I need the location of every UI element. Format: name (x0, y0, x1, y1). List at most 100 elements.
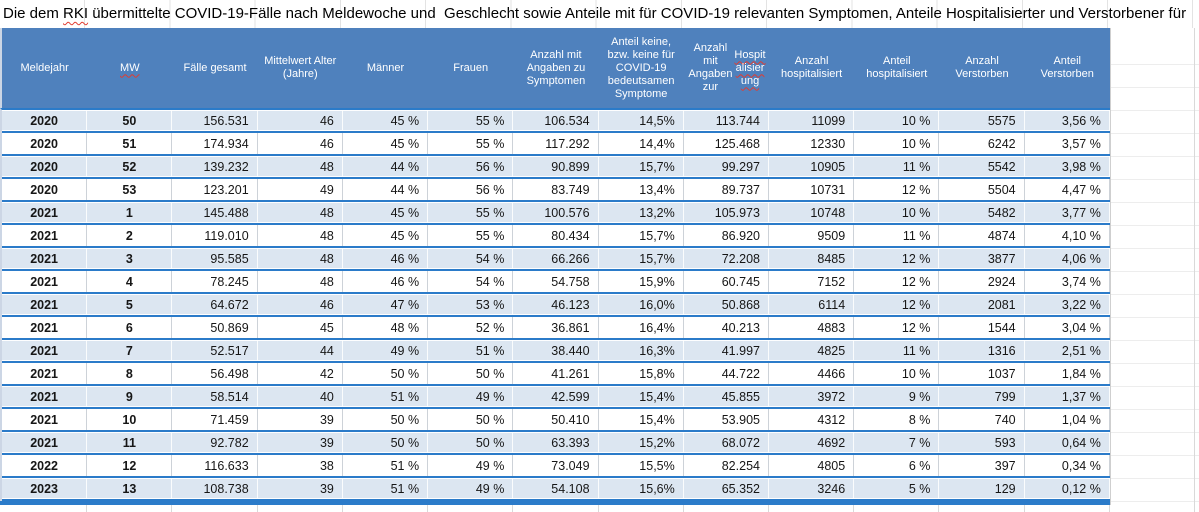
table-cell[interactable]: 2021 (2, 248, 88, 269)
table-cell[interactable]: 12 % (854, 317, 940, 338)
table-cell[interactable]: 42.599 (513, 386, 599, 407)
table-cell[interactable]: 53 (87, 179, 173, 200)
table-cell[interactable]: 36.861 (513, 317, 599, 338)
table-cell[interactable]: 9 (87, 386, 173, 407)
table-cell[interactable]: 1,04 % (1025, 409, 1110, 430)
table-cell[interactable]: 49 (258, 179, 343, 200)
table-cell[interactable]: 2 (87, 225, 173, 246)
table-cell[interactable]: 50 % (428, 363, 514, 384)
table-cell[interactable]: 8 % (854, 409, 940, 430)
table-cell[interactable]: 38.440 (513, 340, 599, 361)
table-cell[interactable]: 51 (87, 133, 173, 154)
table-cell[interactable]: 15,5% (599, 455, 684, 476)
table-cell[interactable]: 12 % (854, 179, 940, 200)
table-cell[interactable]: 53.905 (684, 409, 769, 430)
table-cell[interactable]: 2021 (2, 294, 88, 315)
column-header-2[interactable]: MW (120, 61, 140, 74)
table-cell[interactable]: 1544 (939, 317, 1025, 338)
table-cell[interactable]: 3246 (769, 478, 855, 499)
table-cell[interactable]: 13 (87, 478, 173, 499)
table-cell[interactable]: 4,06 % (1025, 248, 1110, 269)
table-cell[interactable]: 6 % (854, 455, 940, 476)
table-cell[interactable]: 12 % (854, 294, 940, 315)
table-cell[interactable]: 44 (258, 340, 343, 361)
column-header-10[interactable]: Anzahl hospitalisiert (781, 55, 843, 80)
table-cell[interactable]: 3,22 % (1025, 294, 1110, 315)
table-cell[interactable]: 2023 (2, 478, 88, 499)
table-cell[interactable]: 2021 (2, 317, 88, 338)
table-cell[interactable]: 12 % (854, 248, 940, 269)
table-cell[interactable]: 48 % (343, 317, 429, 338)
table-cell[interactable]: 50 % (428, 432, 514, 453)
table-cell[interactable]: 41.997 (684, 340, 769, 361)
column-header-11[interactable]: Anteil hospitalisiert (866, 55, 928, 80)
table-cell[interactable]: 4312 (769, 409, 855, 430)
table-cell[interactable]: 64.672 (172, 294, 258, 315)
table-cell[interactable]: 5 (87, 294, 173, 315)
table-cell[interactable]: 40.213 (684, 317, 769, 338)
table-cell[interactable]: 41.261 (513, 363, 599, 384)
column-header-6[interactable]: Frauen (453, 61, 489, 74)
column-header-5[interactable]: Männer (366, 61, 405, 74)
table-cell[interactable]: 6242 (939, 133, 1025, 154)
table-cell[interactable]: 0,34 % (1025, 455, 1110, 476)
table-cell[interactable]: 52.517 (172, 340, 258, 361)
table-cell[interactable]: 8 (87, 363, 173, 384)
table-cell[interactable]: 145.488 (172, 202, 258, 223)
table-cell[interactable]: 50 % (428, 409, 514, 430)
table-cell[interactable]: 123.201 (172, 179, 258, 200)
table-cell[interactable]: 2021 (2, 225, 88, 246)
table-cell[interactable]: 80.434 (513, 225, 599, 246)
table-cell[interactable]: 45 % (343, 202, 429, 223)
table-cell[interactable]: 2,51 % (1025, 340, 1110, 361)
table-cell[interactable]: 2021 (2, 432, 88, 453)
table-cell[interactable]: 4883 (769, 317, 855, 338)
table-cell[interactable]: 1,37 % (1025, 386, 1110, 407)
table-cell[interactable]: 49 % (343, 340, 429, 361)
table-cell[interactable]: 50 % (343, 409, 429, 430)
table-cell[interactable]: 3,57 % (1025, 133, 1110, 154)
table-cell[interactable]: 13,2% (599, 202, 684, 223)
table-cell[interactable]: 50.410 (513, 409, 599, 430)
table-cell[interactable]: 58.514 (172, 386, 258, 407)
table-cell[interactable]: 116.633 (172, 455, 258, 476)
table-cell[interactable]: 47 % (343, 294, 429, 315)
table-cell[interactable]: 50 % (343, 432, 429, 453)
table-cell[interactable]: 2021 (2, 271, 88, 292)
table-cell[interactable]: 65.352 (684, 478, 769, 499)
table-cell[interactable]: 10748 (769, 202, 855, 223)
table-cell[interactable]: 15,4% (599, 386, 684, 407)
column-header-12[interactable]: Anzahl Verstorben (955, 55, 1009, 80)
table-cell[interactable]: 45 % (343, 225, 429, 246)
table-cell[interactable]: 46 (258, 110, 343, 131)
table-cell[interactable]: 45 % (343, 110, 429, 131)
table-cell[interactable]: 50 (87, 110, 173, 131)
table-cell[interactable]: 7152 (769, 271, 855, 292)
table-cell[interactable]: 82.254 (684, 455, 769, 476)
table-cell[interactable]: 2020 (2, 133, 88, 154)
table-cell[interactable]: 119.010 (172, 225, 258, 246)
table-cell[interactable]: 46 (258, 133, 343, 154)
table-cell[interactable]: 4,47 % (1025, 179, 1110, 200)
table-cell[interactable]: 3 (87, 248, 173, 269)
table-cell[interactable]: 46 % (343, 248, 429, 269)
table-cell[interactable]: 52 (87, 156, 173, 177)
column-header-9[interactable]: Anzahl mit Angaben zur Hospitalisierung (688, 42, 766, 93)
table-cell[interactable]: 2020 (2, 110, 88, 131)
table-cell[interactable]: 44.722 (684, 363, 769, 384)
table-cell[interactable]: 52 % (428, 317, 514, 338)
table-cell[interactable]: 3,98 % (1025, 156, 1110, 177)
table-cell[interactable]: 5 % (854, 478, 940, 499)
table-cell[interactable]: 11 % (854, 156, 940, 177)
table-cell[interactable]: 0,12 % (1025, 478, 1110, 499)
table-cell[interactable]: 39 (258, 409, 343, 430)
column-header-3[interactable]: Fälle gesamt (183, 61, 247, 74)
table-cell[interactable]: 39 (258, 478, 343, 499)
table-cell[interactable]: 3,74 % (1025, 271, 1110, 292)
table-cell[interactable]: 46 % (343, 271, 429, 292)
table-cell[interactable]: 1,84 % (1025, 363, 1110, 384)
table-cell[interactable]: 7 (87, 340, 173, 361)
table-cell[interactable]: 799 (939, 386, 1025, 407)
table-cell[interactable]: 46.123 (513, 294, 599, 315)
table-cell[interactable]: 2021 (2, 363, 88, 384)
